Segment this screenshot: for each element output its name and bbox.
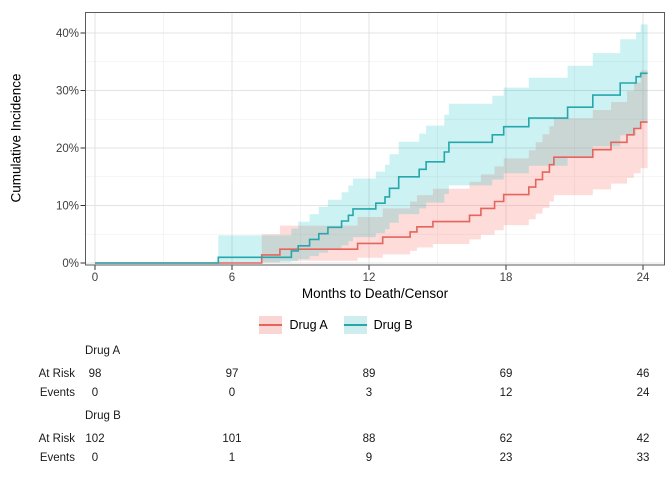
drug-a-confidence-band: [261, 70, 648, 263]
legend-label-drug-a: Drug A: [289, 318, 328, 332]
risk-at_risk-value: 46: [636, 368, 650, 380]
risk-group-name-row: Drug B: [0, 409, 672, 424]
risk-events-row: Events 0 1 9 23 33: [0, 451, 672, 466]
risk-events-value: 3: [365, 387, 373, 399]
risk-group-name: Drug B: [85, 410, 121, 422]
risk-at_risk-value: 98: [88, 368, 102, 380]
x-tick-label: 6: [229, 272, 235, 284]
drug-a-line-swatch: [259, 324, 283, 326]
y-tick-label: 10%: [56, 201, 79, 213]
x-tick-label: 12: [363, 272, 376, 284]
risk-at_risk-value: 101: [222, 433, 242, 445]
x-tick-label: 18: [500, 272, 513, 284]
series-layer: [95, 24, 648, 264]
risk-events-value: 1: [228, 452, 236, 464]
legend-label-drug-b: Drug B: [373, 318, 413, 332]
drug-b-step-line: [95, 72, 648, 264]
risk-at_risk-value: 97: [225, 368, 239, 380]
risk-at_risk-value: 89: [362, 368, 376, 380]
x-tick-label: 24: [637, 272, 650, 284]
risk-events-value: 23: [499, 452, 513, 464]
plot-panel: 0 6 12 18 24 0% 10% 20% 30% 40%: [56, 12, 665, 284]
risk-events-value: 33: [636, 452, 650, 464]
grid-minor: [85, 12, 665, 266]
risk-events-value: 24: [636, 387, 650, 399]
risk-events-value: 0: [91, 452, 99, 464]
risk-at_risk-row: At Risk 102 101 88 62 42: [0, 432, 672, 447]
risk-at_risk-value: 69: [499, 368, 513, 380]
y-tick-label: 20%: [56, 143, 79, 155]
legend-item-drug-a: Drug A: [259, 316, 328, 334]
drug-a-band-swatch: [259, 316, 283, 334]
x-tick-label: 0: [92, 272, 98, 284]
x-axis-title: Months to Death/Censor: [301, 286, 449, 301]
legend-item-drug-b: Drug B: [343, 316, 413, 334]
risk-events-value: 12: [499, 387, 513, 399]
risk-row-label: Events: [39, 387, 75, 399]
risk-row-label: Events: [39, 452, 75, 464]
drug-a-step-line: [95, 121, 648, 264]
risk-row-label: At Risk: [38, 433, 75, 445]
panel-border: [85, 12, 665, 266]
risk-row-label: At Risk: [38, 368, 75, 380]
risk-group-name: Drug A: [85, 345, 121, 357]
risk-at_risk-value: 88: [362, 433, 376, 445]
drug-b-line-swatch: [343, 324, 367, 326]
panel-background: [85, 12, 665, 266]
risk-events-value: 0: [228, 387, 236, 399]
risk-at_risk-value: 42: [636, 433, 650, 445]
risk-at_risk-row: At Risk 98 97 89 69 46: [0, 367, 672, 382]
legend: Drug A Drug B: [0, 315, 672, 335]
risk-group-name-row: Drug A: [0, 344, 672, 359]
risk-events-row: Events 0 0 3 12 24: [0, 386, 672, 401]
risk-at_risk-value: 102: [85, 433, 105, 445]
y-tick-label: 30%: [56, 86, 79, 98]
drug-b-confidence-band: [218, 24, 648, 263]
risk-at_risk-value: 62: [499, 433, 513, 445]
drug-b-band-swatch: [343, 316, 367, 334]
risk-events-value: 0: [91, 387, 99, 399]
y-tick-label: 40%: [56, 28, 79, 40]
y-tick-label: 0%: [62, 258, 79, 270]
risk-events-value: 9: [365, 452, 373, 464]
